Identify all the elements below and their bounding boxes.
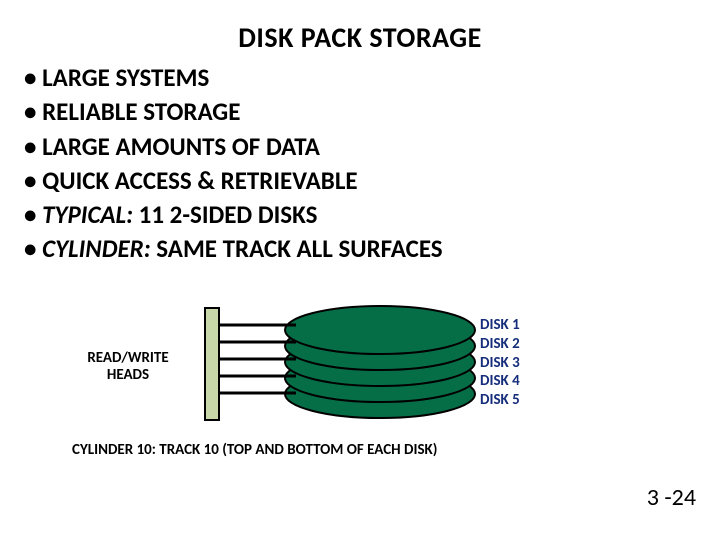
bullet-list: LARGE SYSTEMS RELIABLE STORAGE LARGE AMO…	[24, 62, 684, 268]
rw-label-line: READ/WRITE	[87, 349, 168, 367]
slide-title: DISK PACK STORAGE	[0, 20, 720, 55]
bullet-item: QUICK ACCESS & RETRIEVABLE	[24, 165, 684, 196]
bullet-item: LARGE SYSTEMS	[24, 62, 684, 93]
disk-pack-diagram: READ/WRITE HEADS DISK 1DISK 2DISK 3DISK …	[0, 296, 720, 476]
disk-label: DISK 1	[480, 316, 520, 335]
bullet-item: CYLINDER: SAME TRACK ALL SURFACES	[24, 233, 684, 264]
bullet-text: LARGE AMOUNTS OF DATA	[42, 131, 320, 162]
bullet-item: LARGE AMOUNTS OF DATA	[24, 131, 684, 162]
disk-label: DISK 3	[480, 354, 520, 373]
disk-label: DISK 4	[480, 372, 520, 391]
bullet-text: QUICK ACCESS & RETRIEVABLE	[42, 165, 357, 196]
cylinder-caption: CYLINDER 10: TRACK 10 (TOP AND BOTTOM OF…	[72, 441, 437, 459]
disk-label: DISK 5	[480, 391, 520, 410]
bullet-text: 11 2-SIDED DISKS	[133, 199, 317, 230]
page-number: 3 -24	[647, 483, 696, 512]
bullet-item: RELIABLE STORAGE	[24, 96, 684, 127]
rw-label-line: HEADS	[107, 366, 149, 384]
bullet-text: RELIABLE STORAGE	[42, 96, 240, 127]
bullet-label: CYLINDER:	[42, 233, 151, 264]
disk-labels: DISK 1DISK 2DISK 3DISK 4DISK 5	[480, 316, 520, 410]
slide: DISK PACK STORAGE LARGE SYSTEMS RELIABLE…	[0, 0, 720, 540]
bullet-item: TYPICAL: 11 2-SIDED DISKS	[24, 199, 684, 230]
bullet-text: SAME TRACK ALL SURFACES	[151, 233, 443, 264]
disk-label: DISK 2	[480, 335, 520, 354]
bullet-text: LARGE SYSTEMS	[42, 62, 209, 93]
bullet-label: TYPICAL:	[42, 199, 133, 230]
read-write-heads-label: READ/WRITE HEADS	[68, 350, 188, 385]
